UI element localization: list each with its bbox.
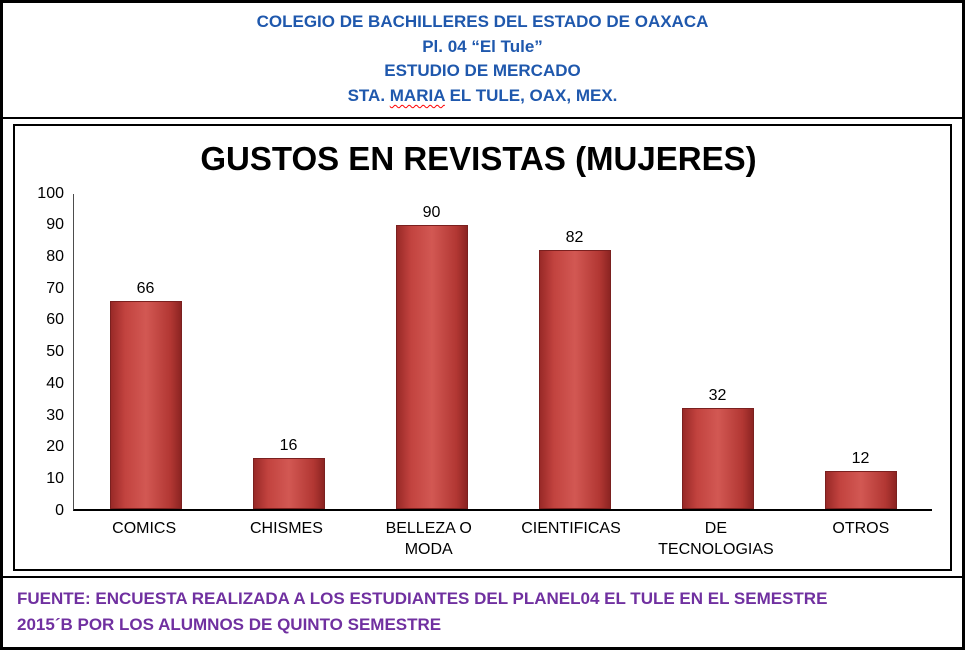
bar-column: 82 xyxy=(503,194,646,509)
y-axis-tick-label: 50 xyxy=(46,343,64,361)
source-note: FUENTE: ENCUESTA REALIZADA A LOS ESTUDIA… xyxy=(3,576,962,647)
y-axis-tick-label: 80 xyxy=(46,248,64,266)
bar-value-label: 90 xyxy=(422,204,441,222)
document-header: COLEGIO DE BACHILLERES DEL ESTADO DE OAX… xyxy=(3,3,962,119)
bar-otros: 12 xyxy=(824,450,897,509)
source-note-line-2: 2015´B POR LOS ALUMNOS DE QUINTO SEMESTR… xyxy=(17,614,442,634)
bar-column: 66 xyxy=(74,194,217,509)
header-line-3: ESTUDIO DE MERCADO xyxy=(384,61,581,81)
y-axis-tick-label: 20 xyxy=(46,438,64,456)
y-axis-tick-label: 70 xyxy=(46,279,64,297)
y-axis-tick-label: 30 xyxy=(46,406,64,424)
bar-column: 16 xyxy=(217,194,360,509)
bar-value-label: 82 xyxy=(565,229,584,247)
y-axis: 0 10 20 30 40 50 60 70 80 90 100 xyxy=(25,185,73,518)
bar-cientificas: 82 xyxy=(538,229,611,509)
y-axis-tick-label: 40 xyxy=(46,374,64,392)
bar-belleza-o-moda: 90 xyxy=(395,204,468,509)
bar-de-tecnologias: 32 xyxy=(681,387,754,509)
chart-container: GUSTOS EN REVISTAS (MUJERES) 0 10 20 30 40 50… xyxy=(13,123,952,571)
x-axis-label: BELLEZA O MODA xyxy=(385,519,472,559)
x-axis-label: CHISMES xyxy=(249,519,323,537)
x-axis-label: COMICS xyxy=(112,519,177,537)
bar-value-label: 16 xyxy=(279,437,298,455)
bar-chismes: 16 xyxy=(252,437,325,509)
plot-area: 66 16 90 82 32 12 xyxy=(73,193,932,511)
x-axis-labels: COMICS CHISMES BELLEZA O MODA CIENTIFICAS DE… xyxy=(73,511,932,561)
header-line-4: STA. MARIA EL TULE, OAX, MEX. xyxy=(13,84,952,109)
y-axis-tick-label: 0 xyxy=(55,501,64,519)
y-axis-tick-label: 90 xyxy=(46,216,64,234)
bar-column: 32 xyxy=(646,194,789,509)
header-line-1: COLEGIO DE BACHILLERES DEL ESTADO DE OAX… xyxy=(256,12,709,31)
x-axis-label: OTROS xyxy=(832,519,890,537)
header-line-4-prefix: STA. xyxy=(347,85,390,105)
chart-title: GUSTOS EN REVISTAS (MUJERES) xyxy=(200,139,757,177)
header-line-2: Pl. 04 “El Tule” xyxy=(422,36,543,56)
x-axis-label: DE TECNOLOGIAS xyxy=(658,519,774,559)
header-line-4-suffix: EL TULE, OAX, MEX. xyxy=(444,85,618,105)
bar-value-label: 12 xyxy=(851,449,870,467)
bar-value-label: 32 xyxy=(708,386,727,404)
bar-value-label: 66 xyxy=(136,279,155,297)
bar-column: 12 xyxy=(789,194,932,509)
source-note-line-1: FUENTE: ENCUESTA REALIZADA A LOS ESTUDIA… xyxy=(17,589,828,608)
y-axis-tick-label: 100 xyxy=(37,184,64,202)
bar-comics: 66 xyxy=(109,280,182,509)
x-axis-label: CIENTIFICAS xyxy=(521,519,621,537)
y-axis-tick-label: 60 xyxy=(46,311,64,329)
header-line-4-misspelled-word: MARIA xyxy=(389,85,445,105)
plot-wrapper: 0 10 20 30 40 50 60 70 80 90 100 66 16 90 82 32 12 xyxy=(25,185,932,518)
y-axis-tick-label: 10 xyxy=(46,470,64,488)
bar-column: 90 xyxy=(360,194,503,509)
